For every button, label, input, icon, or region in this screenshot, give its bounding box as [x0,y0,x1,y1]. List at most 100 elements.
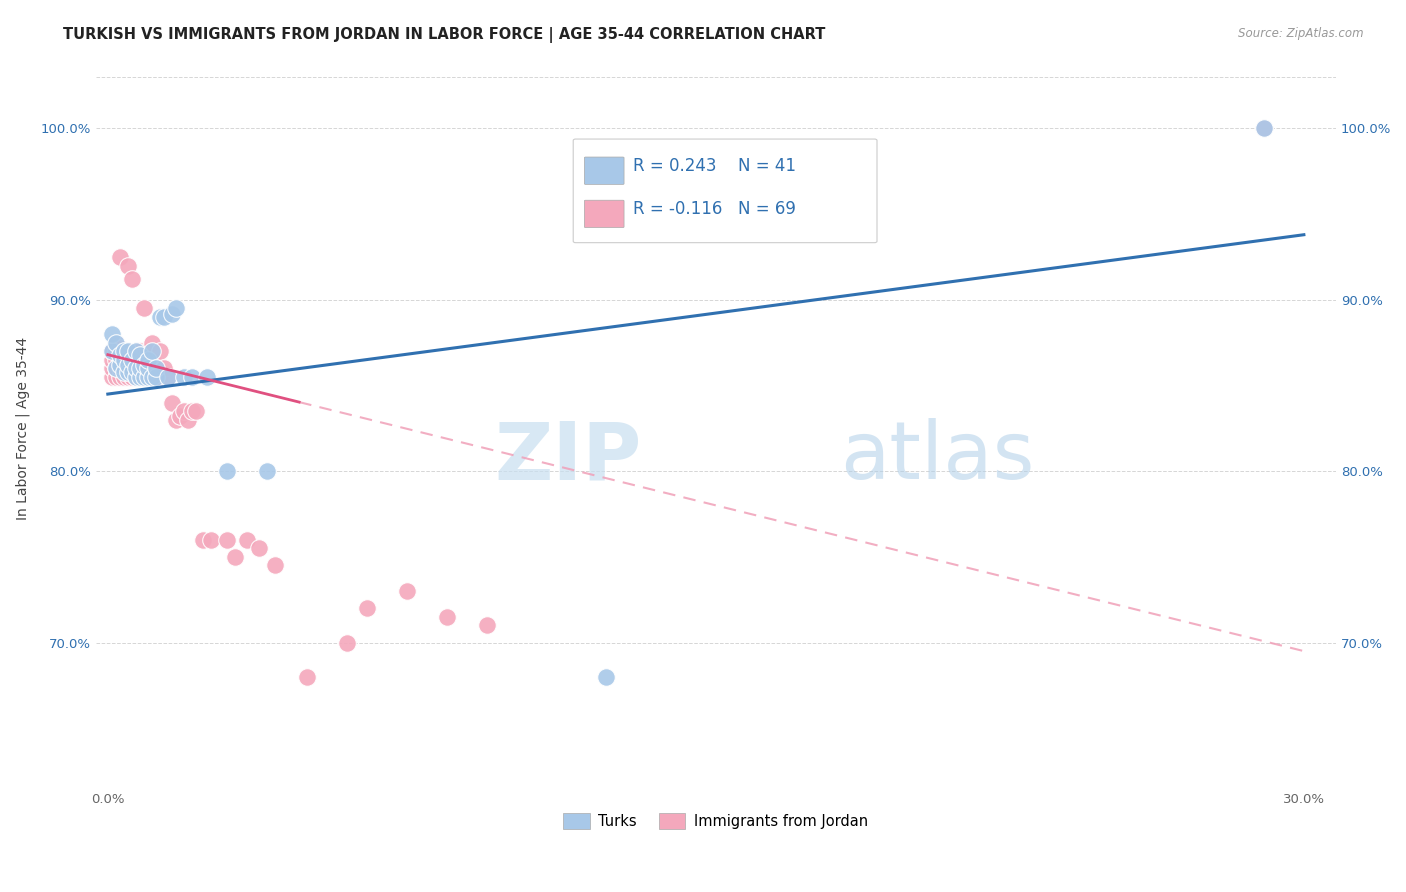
Point [136,370,159,384]
Point [101,361,124,376]
Point [132,370,155,384]
Point [436,610,458,624]
Point [145,370,167,384]
Point [176,413,198,427]
Point [104,344,127,359]
Point [145,370,167,384]
FancyBboxPatch shape [585,200,624,227]
Point [156,370,179,384]
FancyBboxPatch shape [574,139,877,243]
Point [121,365,143,379]
Point [136,352,159,367]
Text: R = 0.243: R = 0.243 [633,157,716,175]
Point [160,307,183,321]
Point [136,361,159,376]
Point [132,370,155,384]
Point [156,370,179,384]
Point [149,370,172,384]
Point [180,404,202,418]
Point [117,370,139,384]
Point [117,352,139,367]
Text: R = -0.116: R = -0.116 [633,200,723,218]
Point [117,344,139,359]
Point [145,361,167,376]
Point [141,344,163,359]
Point [184,404,207,418]
Point [141,370,163,384]
Point [104,361,127,376]
Legend: Turks, Immigrants from Jordan: Turks, Immigrants from Jordan [558,807,875,835]
Point [165,413,187,427]
Point [193,533,215,547]
Point [117,344,139,359]
Point [108,361,131,376]
Point [149,344,172,359]
Point [1253,121,1275,136]
Point [117,358,139,372]
Point [104,335,127,350]
Text: ZIP: ZIP [494,418,641,496]
Point [595,670,617,684]
Point [197,370,219,384]
Point [125,361,148,376]
Y-axis label: In Labor Force | Age 35-44: In Labor Force | Age 35-44 [15,337,30,520]
Point [104,335,127,350]
Point [125,361,148,376]
Point [108,348,131,362]
Point [1253,121,1275,136]
Point [141,335,163,350]
Point [125,370,148,384]
Point [117,365,139,379]
Text: atlas: atlas [839,418,1035,496]
Point [128,370,150,384]
Point [101,344,124,359]
Point [101,370,124,384]
Point [108,370,131,384]
Point [200,533,222,547]
Point [104,352,127,367]
Point [125,344,148,359]
Point [121,352,143,367]
Point [112,352,135,367]
Point [336,635,359,649]
Point [356,601,378,615]
Point [108,348,131,362]
Point [141,370,163,384]
Point [149,310,172,324]
Point [112,370,135,384]
Point [295,670,318,684]
Point [108,352,131,367]
Point [101,327,124,342]
Point [104,361,127,376]
Text: N = 69: N = 69 [738,200,796,218]
Point [112,361,135,376]
Point [112,365,135,379]
Point [132,358,155,372]
Point [121,361,143,376]
Text: N = 41: N = 41 [738,157,796,175]
Point [104,370,127,384]
Point [108,341,131,355]
Text: Source: ZipAtlas.com: Source: ZipAtlas.com [1239,27,1364,40]
Point [217,464,239,478]
Point [128,348,150,362]
Point [125,370,148,384]
FancyBboxPatch shape [585,157,624,185]
Point [132,361,155,376]
Point [117,259,139,273]
Point [145,358,167,372]
Point [247,541,270,556]
Point [256,464,278,478]
Point [108,358,131,372]
Point [128,361,150,376]
Point [132,301,155,316]
Point [136,344,159,359]
Point [180,370,202,384]
Point [217,533,239,547]
Point [264,558,287,573]
Point [165,301,187,316]
Point [112,352,135,367]
Point [128,344,150,359]
Point [173,370,195,384]
Point [125,344,148,359]
